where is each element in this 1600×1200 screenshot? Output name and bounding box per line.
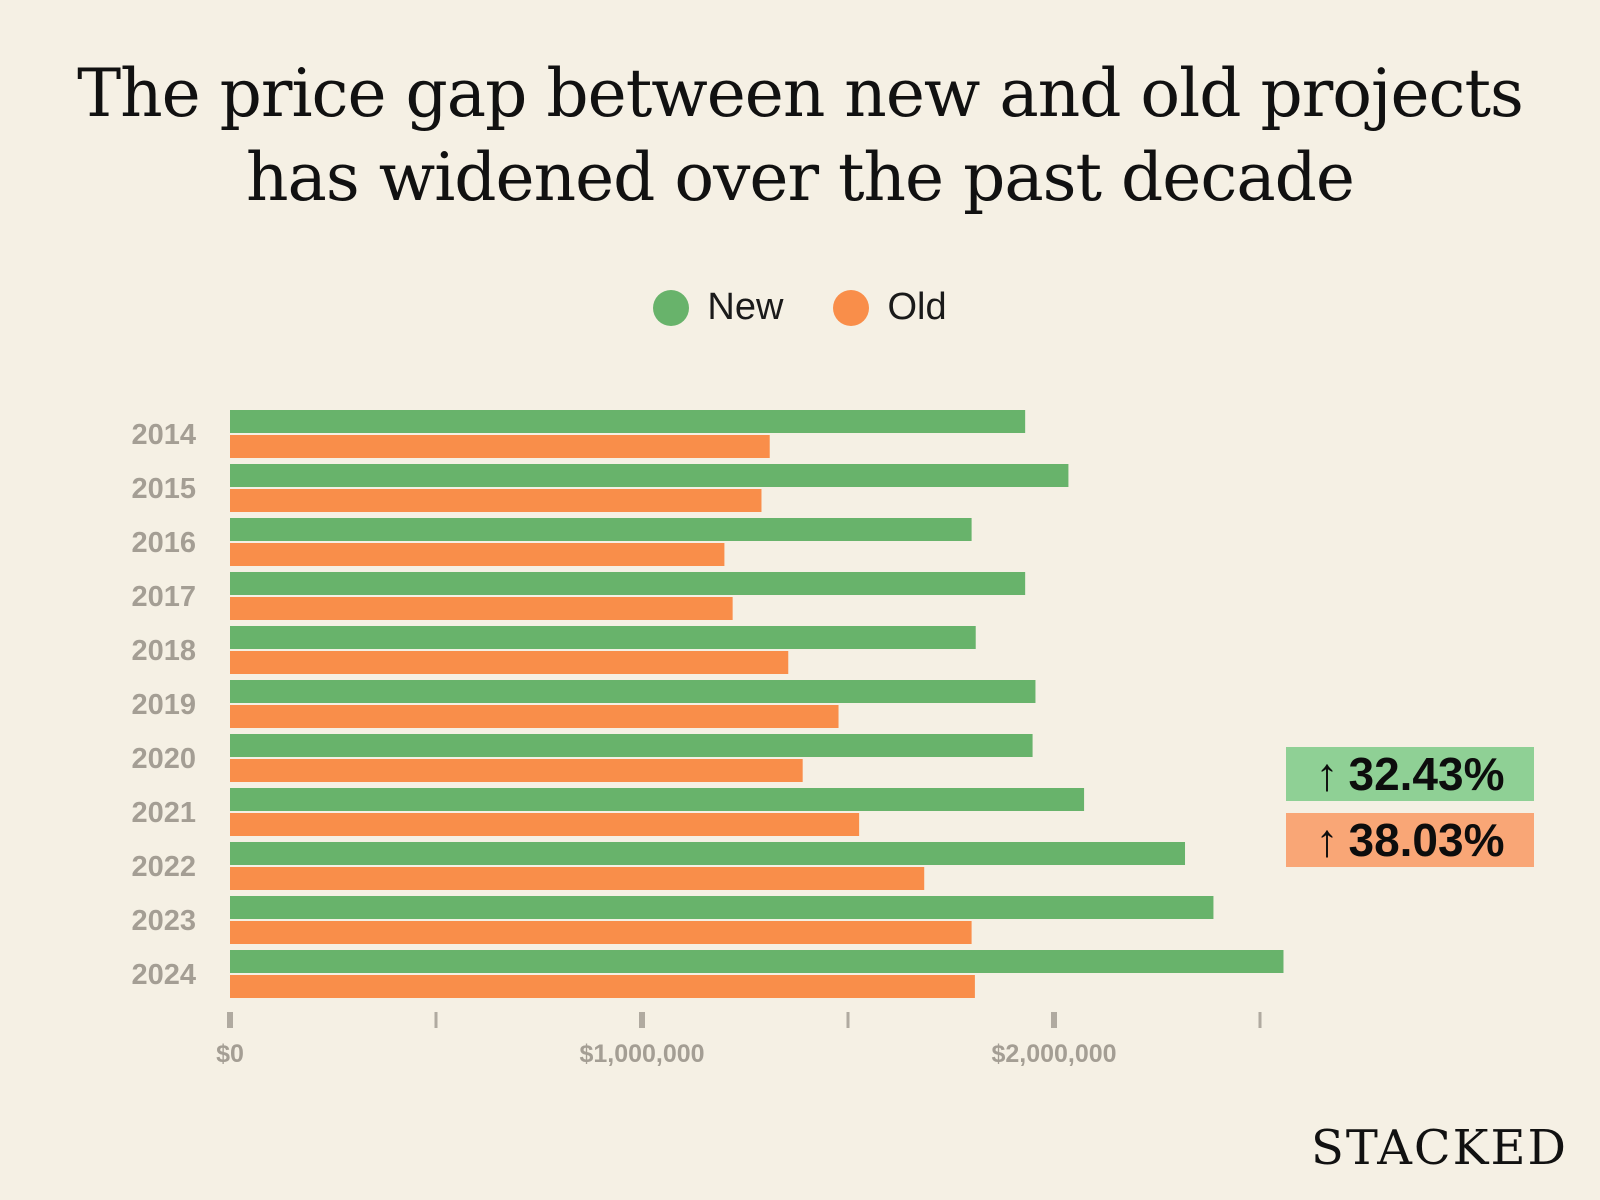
new-change-badge: ↑ 32.43%: [1286, 747, 1534, 801]
bar-new-2021: [230, 788, 1085, 811]
legend-label-new: New: [707, 286, 784, 328]
old-change-value: 38.03%: [1348, 814, 1505, 866]
x-tick-label: $1,000,000: [579, 1040, 704, 1068]
bar-new-2015: [230, 464, 1069, 487]
chart-title-line-2: has widened over the past decade: [246, 139, 1355, 216]
x-tick-label: $0: [216, 1040, 244, 1068]
bar-old-2015: [230, 489, 762, 512]
bar-new-2019: [230, 680, 1036, 703]
bar-old-2019: [230, 705, 839, 728]
bar-old-2021: [230, 813, 860, 836]
bar-new-2017: [230, 572, 1026, 595]
bar-old-2020: [230, 759, 803, 782]
legend-item-old: Old: [833, 286, 947, 329]
y-tick-label: 2014: [131, 419, 196, 451]
bar-new-2023: [230, 896, 1214, 919]
y-tick-label: 2021: [131, 797, 196, 829]
up-arrow-icon: ↑: [1315, 814, 1339, 866]
chart-title-line-1: The price gap between new and old projec…: [77, 55, 1524, 132]
legend-label-old: Old: [887, 286, 947, 328]
old-change-badge: ↑ 38.03%: [1286, 813, 1534, 867]
brand-logo-text: STACKED: [1310, 1120, 1568, 1176]
up-arrow-icon: ↑: [1315, 748, 1339, 800]
y-tick-label: 2015: [131, 473, 196, 505]
y-tick-label: 2017: [131, 581, 196, 613]
bar-old-2022: [230, 867, 925, 890]
y-tick-label: 2022: [131, 851, 196, 883]
bar-old-2017: [230, 597, 733, 620]
bar-new-2014: [230, 410, 1026, 433]
y-tick-label: 2023: [131, 905, 196, 937]
bar-new-2022: [230, 842, 1186, 865]
y-tick-label: 2024: [131, 959, 196, 991]
new-change-value: 32.43%: [1348, 748, 1505, 800]
bar-old-2018: [230, 651, 789, 674]
y-tick-label: 2018: [131, 635, 196, 667]
y-tick-label: 2019: [131, 689, 196, 721]
x-tick-label: $2,000,000: [991, 1040, 1116, 1068]
legend: New Old: [0, 286, 1600, 329]
bar-new-2016: [230, 518, 972, 541]
bar-old-2014: [230, 435, 770, 458]
y-tick-label: 2016: [131, 527, 196, 559]
legend-swatch-old: [833, 289, 870, 326]
bar-old-2024: [230, 975, 975, 998]
bar-new-2024: [230, 950, 1284, 973]
bar-old-2016: [230, 543, 725, 566]
bar-new-2018: [230, 626, 976, 649]
legend-swatch-new: [653, 289, 690, 326]
bar-new-2020: [230, 734, 1033, 757]
y-tick-label: 2020: [131, 743, 196, 775]
bar-old-2023: [230, 921, 972, 944]
legend-item-new: New: [653, 286, 783, 329]
